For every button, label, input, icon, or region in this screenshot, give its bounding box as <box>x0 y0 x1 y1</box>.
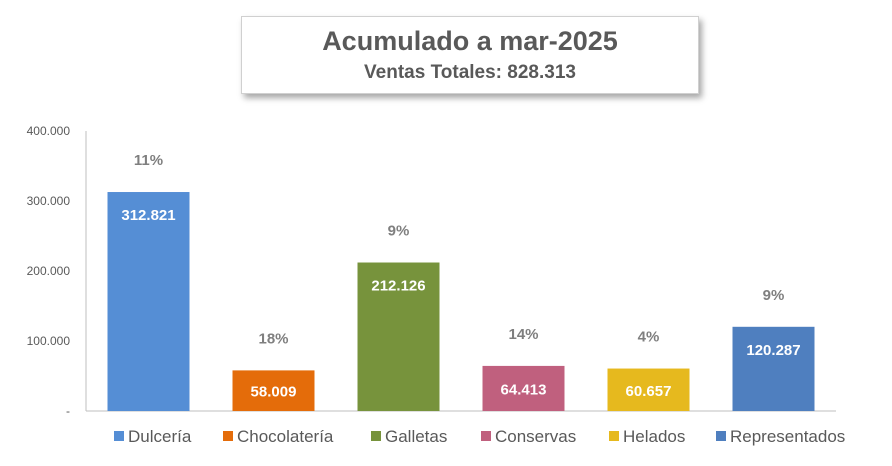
legend-item-helados: Helados <box>609 427 685 446</box>
legend-label: Galletas <box>385 427 447 446</box>
legend-label: Chocolatería <box>237 427 334 446</box>
y-tick-label: 400.000 <box>27 124 71 138</box>
legend-item-conservas: Conservas <box>481 427 576 446</box>
bar-value-label: 64.413 <box>501 381 547 398</box>
bar-value-label: 120.287 <box>746 342 800 359</box>
legend-swatch <box>114 431 124 441</box>
bar-value-label: 60.657 <box>626 383 672 400</box>
bar-percent-label: 9% <box>388 223 410 240</box>
legend-item-dulcería: Dulcería <box>114 427 192 446</box>
bar-representados <box>732 326 815 411</box>
chart-title-box: Acumulado a mar-2025 Ventas Totales: 828… <box>241 16 699 94</box>
bar-dulcería <box>107 192 190 411</box>
legend-swatch <box>716 431 726 441</box>
legend-label: Representados <box>730 427 845 446</box>
legend-label: Helados <box>623 427 685 446</box>
bar-percent-label: 4% <box>638 329 660 346</box>
bar-percent-label: 14% <box>508 326 538 343</box>
legend-label: Conservas <box>495 427 576 446</box>
chart-subtitle: Ventas Totales: 828.313 <box>364 62 576 83</box>
bar-percent-label: 18% <box>258 330 288 347</box>
chart-title: Acumulado a mar-2025 <box>322 26 618 56</box>
bar-chocolatería <box>232 370 315 411</box>
bar-value-label: 212.126 <box>371 278 425 295</box>
bar-helados <box>607 368 690 411</box>
legend-swatch <box>481 431 491 441</box>
legend-swatch <box>609 431 619 441</box>
y-tick-label: 200.000 <box>27 264 71 278</box>
legend-item-chocolatería: Chocolatería <box>223 427 334 446</box>
bar-value-label: 58.009 <box>251 384 297 401</box>
y-tick-label: 300.000 <box>27 194 71 208</box>
legend-label: Dulcería <box>128 427 192 446</box>
bar-percent-label: 11% <box>134 152 163 169</box>
legend-item-galletas: Galletas <box>371 427 447 446</box>
bar-percent-label: 9% <box>763 287 785 304</box>
y-tick-label: - <box>66 404 70 418</box>
legend-swatch <box>371 431 381 441</box>
legend-swatch <box>223 431 233 441</box>
legend-item-representados: Representados <box>716 427 845 446</box>
bar-galletas <box>357 262 440 411</box>
y-tick-label: 100.000 <box>27 334 71 348</box>
bar-conservas <box>482 365 565 411</box>
bar-value-label: 312.821 <box>121 207 175 224</box>
